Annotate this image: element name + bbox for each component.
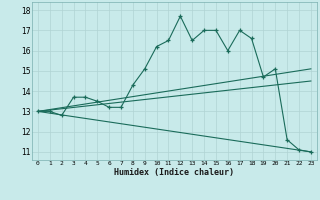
X-axis label: Humidex (Indice chaleur): Humidex (Indice chaleur) — [115, 168, 234, 177]
